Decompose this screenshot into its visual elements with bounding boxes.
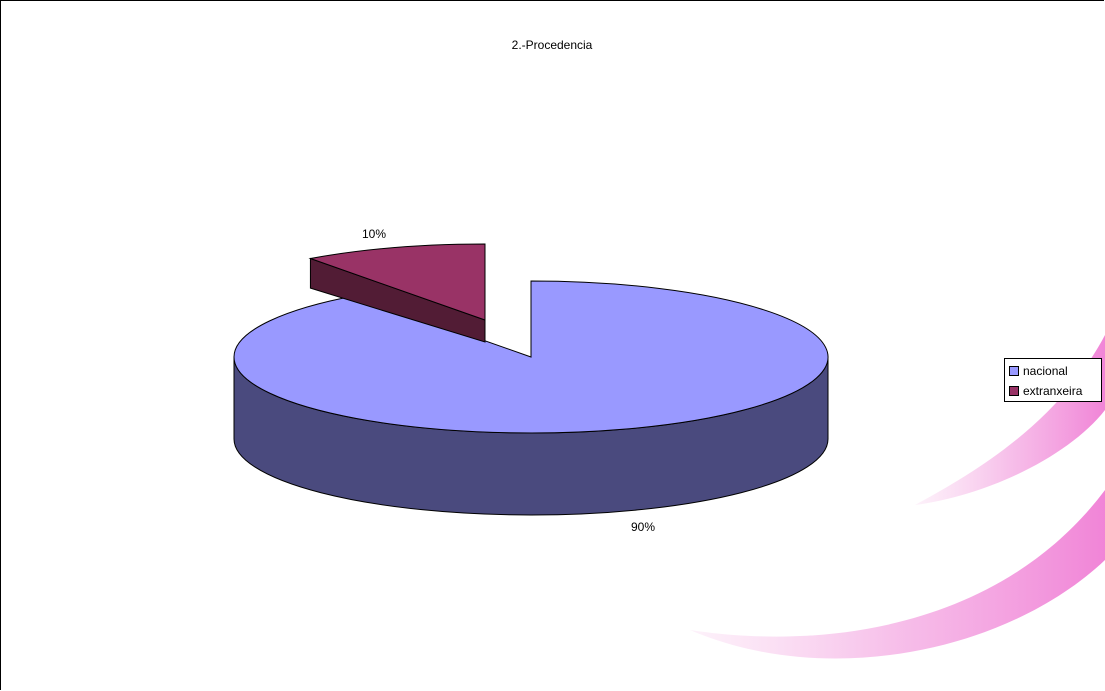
legend-swatch-nacional — [1009, 366, 1019, 376]
legend-label-extranxeira: extranxeira — [1023, 384, 1083, 398]
legend-swatch-extranxeira — [1009, 386, 1019, 396]
watermark-swoosh-upper — [915, 335, 1105, 505]
slice-nacional — [233, 280, 829, 434]
data-label-nacional: 90% — [631, 520, 655, 534]
chart-title: 2.-Procedencia — [512, 38, 593, 52]
watermark-swoosh-lower — [690, 490, 1105, 659]
legend-item-nacional: nacional — [1009, 363, 1068, 379]
pie-group — [233, 243, 829, 516]
legend-item-extranxeira: extranxeira — [1009, 383, 1082, 399]
legend-label-nacional: nacional — [1023, 364, 1068, 378]
slice-extranxeira — [308, 243, 486, 321]
data-label-extranxeira: 10% — [362, 227, 386, 241]
legend: nacional extranxeira — [1004, 358, 1102, 402]
